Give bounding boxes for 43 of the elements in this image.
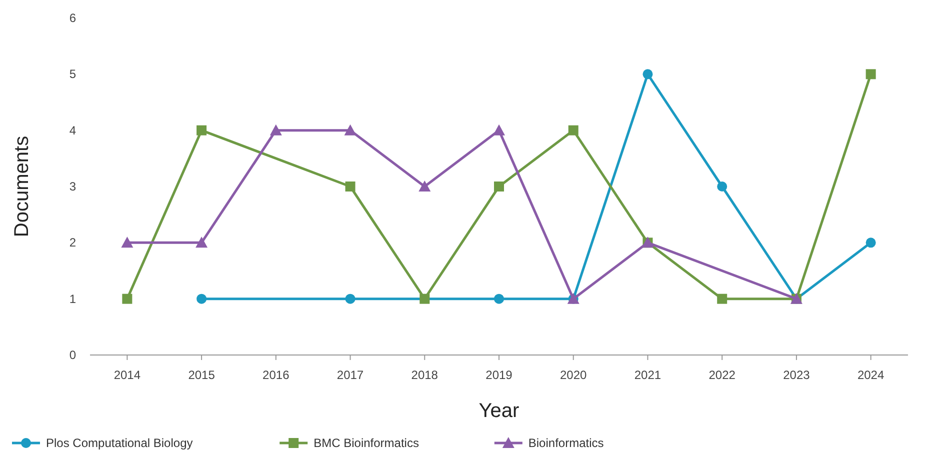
legend-label: Plos Computational Biology	[46, 436, 193, 450]
point	[493, 124, 505, 136]
point	[345, 182, 356, 192]
point	[642, 69, 653, 80]
x-tick-label: 2015	[188, 368, 216, 382]
y-tick-label: 3	[69, 180, 76, 194]
y-tick-label: 5	[69, 67, 76, 82]
y-tick-label: 1	[69, 292, 76, 306]
point	[717, 182, 728, 192]
y-tick-label: 6	[69, 11, 76, 25]
x-axis-title: Year	[478, 400, 520, 422]
point	[494, 182, 504, 192]
legend-label: BMC Bioinformatics	[314, 436, 419, 450]
x-tick-label: 2023	[783, 368, 810, 382]
point	[418, 180, 431, 192]
x-tick-label: 2020	[560, 368, 588, 382]
point	[196, 236, 208, 248]
point	[568, 125, 578, 136]
x-tick-label: 2014	[114, 368, 141, 382]
legend-label: Bioinformatics	[528, 436, 604, 450]
point	[494, 294, 504, 304]
x-tick-label: 2016	[262, 368, 290, 382]
point	[196, 125, 207, 136]
y-tick-label: 4	[69, 123, 76, 138]
point	[345, 294, 356, 304]
point	[122, 294, 132, 304]
x-tick-label: 2017	[336, 368, 364, 382]
point	[270, 124, 282, 136]
y-tick-label: 0	[69, 348, 76, 362]
point	[420, 294, 430, 304]
x-tick-label: 2022	[708, 368, 736, 382]
x-tick-label: 2024	[857, 368, 884, 382]
x-tick-label: 2019	[486, 368, 513, 382]
point	[121, 236, 134, 248]
point	[196, 294, 207, 304]
point	[866, 238, 876, 248]
x-tick-label: 2018	[411, 368, 438, 382]
point	[717, 294, 728, 304]
point	[866, 69, 876, 80]
y-axis-title: Documents	[11, 136, 33, 238]
point	[344, 124, 356, 136]
y-tick-label: 2	[69, 236, 76, 250]
x-tick-label: 2021	[634, 368, 662, 382]
